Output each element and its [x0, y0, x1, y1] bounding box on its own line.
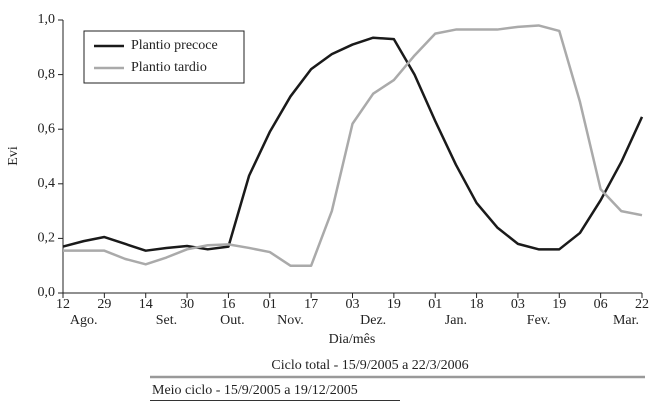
x-tick-label: 03 [511, 297, 525, 312]
x-tick-label: 19 [387, 297, 401, 312]
legend-label: Plantio precoce [131, 38, 218, 53]
month-label: Nov. [277, 313, 304, 328]
x-tick-label: 01 [428, 297, 442, 312]
x-tick-label: 14 [139, 297, 153, 312]
y-tick-label: 0,6 [38, 121, 56, 136]
month-label: Set. [156, 313, 177, 328]
x-tick-label: 01 [263, 297, 277, 312]
x-tick-label: 18 [470, 297, 484, 312]
month-label: Dez. [360, 313, 386, 328]
x-tick-label: 12 [56, 297, 70, 312]
y-tick-label: 0,2 [38, 231, 56, 246]
y-axis-label: Evi [6, 146, 21, 166]
x-tick-label: 19 [552, 297, 566, 312]
y-tick-label: 0,8 [38, 67, 56, 82]
x-tick-label: 03 [346, 297, 360, 312]
y-tick-label: 1,0 [38, 12, 56, 27]
month-label: Mar. [613, 313, 639, 328]
x-tick-label: 22 [635, 297, 649, 312]
series-line [62, 36, 644, 252]
y-tick-label: 0,0 [38, 285, 56, 300]
x-tick-label: 16 [221, 297, 235, 312]
x-tick-label: 29 [97, 297, 111, 312]
month-label: Fev. [527, 313, 551, 328]
month-label: Ago. [70, 313, 98, 328]
annotation: Ciclo total - 15/9/2005 a 22/3/2006 [271, 358, 468, 373]
legend-label: Plantio tardio [131, 60, 207, 75]
y-tick-label: 0,4 [38, 176, 56, 191]
legend-box [83, 30, 245, 84]
x-tick-label: 06 [594, 297, 608, 312]
x-tick-label: 30 [180, 297, 194, 312]
series-line [63, 24, 643, 267]
annotation: Meio ciclo - 15/9/2005 a 19/12/2005 [152, 383, 358, 398]
month-label: Jan. [445, 313, 467, 328]
x-axis-label: Dia/mês [329, 332, 376, 347]
month-label: Out. [220, 313, 245, 328]
x-tick-label: 17 [304, 297, 318, 312]
